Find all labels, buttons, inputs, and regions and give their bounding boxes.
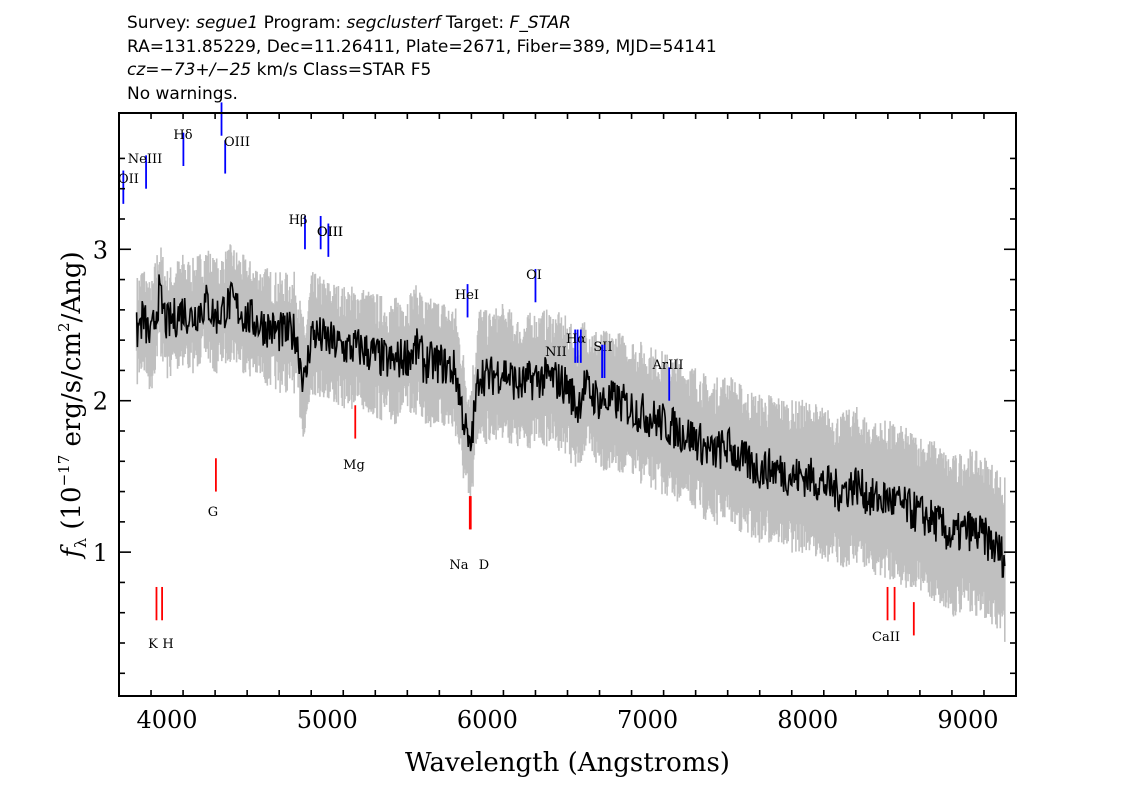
axes: 4000 5000 6000 7000 8000 9000 1 2 3 <box>93 113 1017 734</box>
y-axis-label-unit-c: /Ang) <box>57 251 87 322</box>
line-label-oiii: OIII <box>224 135 250 150</box>
line-label-mg: Mg <box>343 458 365 473</box>
target-value: F_STAR <box>509 13 571 33</box>
line-label-ariii: ArIII <box>651 358 683 373</box>
noise-band-path <box>135 244 1006 642</box>
y-axis-label-exp: −17 <box>55 455 73 487</box>
cz-value: cz=−73+/−25 <box>127 60 252 80</box>
plot-header: Survey: segue1 Program: segclusterf Targ… <box>127 12 717 106</box>
x-tick-label: 6000 <box>457 706 518 734</box>
spectrum-series <box>135 274 1006 578</box>
y-tick-label: 3 <box>93 236 108 264</box>
line-label-oi: OI <box>526 268 542 283</box>
header-line-survey: Survey: segue1 Program: segclusterf Targ… <box>127 12 717 36</box>
program-value: segclusterf <box>346 13 441 33</box>
noise-band <box>135 244 1006 642</box>
x-tick-label: 4000 <box>137 706 198 734</box>
line-label-sii: SII <box>593 340 612 355</box>
line-label-neiii: NeIII <box>128 152 162 167</box>
y-axis-label-lambda: λ <box>71 538 90 548</box>
header-line-coordinates: RA=131.85229, Dec=11.26411, Plate=2671, … <box>127 36 717 57</box>
line-label-oiii: OIII <box>317 225 343 240</box>
y-axis-label-unit-b: erg/s/cm <box>57 332 87 455</box>
line-label-k: K <box>148 637 158 652</box>
line-label-hδ: Hδ <box>173 128 192 143</box>
line-label-hei: HeI <box>455 288 479 303</box>
line-label-nii: NII <box>545 345 567 360</box>
line-label-d: D <box>479 558 489 573</box>
y-axis-label: fλ (10−17 erg/s/cm2/Ang) <box>55 251 90 559</box>
y-axis-label-sq: 2 <box>55 322 73 332</box>
line-label-hβ: Hβ <box>289 213 308 228</box>
line-label-g: G <box>208 505 218 520</box>
line-label-h: H <box>162 637 173 652</box>
program-label: Program: <box>263 13 342 33</box>
x-tick-label: 7000 <box>617 706 678 734</box>
x-tick-label: 8000 <box>777 706 838 734</box>
header-line-warnings: No warnings. <box>127 83 238 104</box>
line-label-caii: CaII <box>872 630 900 645</box>
survey-value: segue1 <box>196 13 259 33</box>
line-label-oiii: OIII <box>317 225 343 240</box>
survey-label: Survey: <box>127 13 191 33</box>
class-value: km/s Class=STAR F5 <box>256 60 432 80</box>
y-axis-label-text: fλ (10−17 erg/s/cm2/Ang) <box>55 251 90 559</box>
y-axis-label-unit-a: (10 <box>57 486 87 538</box>
line-label-oii: OII <box>118 172 139 187</box>
x-tick-label: 5000 <box>297 706 358 734</box>
line-label-hα: Hα <box>566 332 586 347</box>
y-tick-label: 2 <box>93 388 108 416</box>
x-axis-label: Wavelength (Angstroms) <box>405 748 730 778</box>
header-line-redshift: cz=−73+/−25 km/s Class=STAR F5 <box>127 59 717 83</box>
spectrum-line <box>135 274 1006 578</box>
line-label-na: Na <box>449 558 468 573</box>
target-label: Target: <box>445 13 505 33</box>
x-tick-label: 9000 <box>937 706 998 734</box>
y-tick-label: 1 <box>93 539 108 567</box>
